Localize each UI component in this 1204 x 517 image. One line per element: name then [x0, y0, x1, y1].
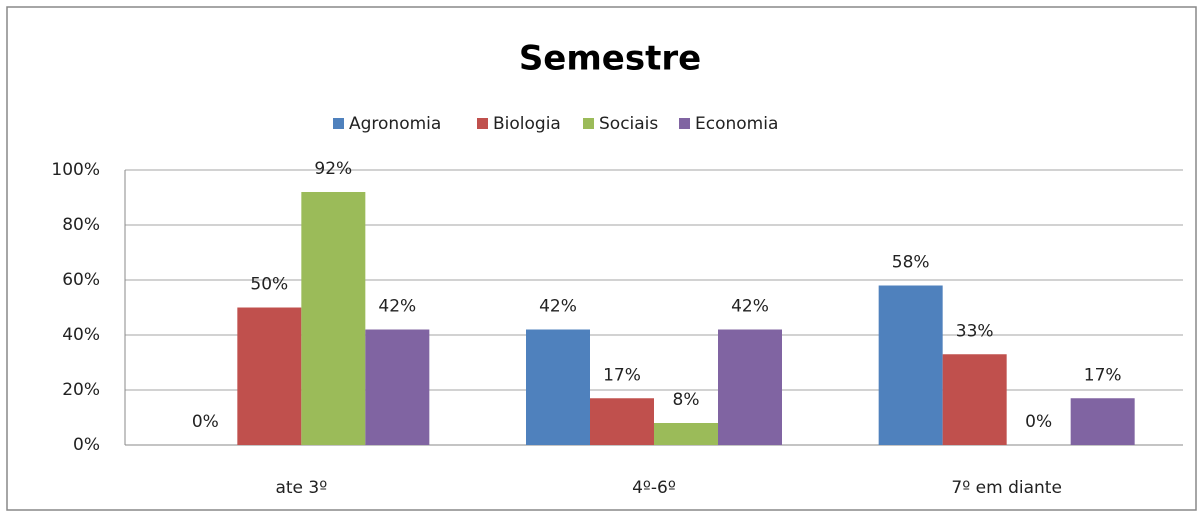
x-tick-label: 7º em diante	[951, 478, 1061, 498]
data-label: 17%	[1084, 365, 1122, 385]
legend-swatch	[333, 118, 344, 129]
bar	[878, 285, 943, 445]
legend-label: Biologia	[493, 114, 561, 134]
data-label: 58%	[892, 253, 930, 273]
bar	[654, 423, 718, 445]
legend-swatch	[679, 118, 690, 129]
data-label: 42%	[731, 297, 769, 317]
y-tick-label: 100%	[51, 160, 100, 180]
y-tick-label: 0%	[73, 435, 100, 455]
y-tick-label: 60%	[62, 270, 100, 290]
data-label: 17%	[603, 365, 641, 385]
bar	[590, 398, 654, 445]
x-tick-label: ate 3º	[275, 478, 327, 498]
data-label: 92%	[314, 159, 352, 179]
data-label: 42%	[539, 297, 577, 317]
bar	[942, 354, 1007, 445]
bar	[1070, 398, 1135, 445]
legend-label: Agronomia	[349, 114, 441, 134]
data-label: 50%	[250, 275, 288, 295]
data-label: 0%	[192, 412, 219, 432]
chart-title: Semestre	[519, 39, 701, 79]
data-label: 8%	[673, 390, 700, 410]
legend-swatch	[477, 118, 488, 129]
bar	[365, 329, 430, 445]
bar	[718, 329, 782, 445]
legend-label: Economia	[695, 114, 778, 134]
data-label: 42%	[378, 297, 416, 317]
y-tick-label: 40%	[62, 325, 100, 345]
data-label: 0%	[1025, 412, 1052, 432]
bar	[301, 192, 366, 445]
x-tick-label: 4º-6º	[632, 478, 676, 498]
data-label: 33%	[956, 321, 994, 341]
y-tick-label: 20%	[62, 380, 100, 400]
legend-swatch	[583, 118, 594, 129]
bar	[526, 329, 590, 445]
bar	[237, 307, 302, 445]
legend-label: Sociais	[599, 114, 658, 134]
y-tick-label: 80%	[62, 215, 100, 235]
